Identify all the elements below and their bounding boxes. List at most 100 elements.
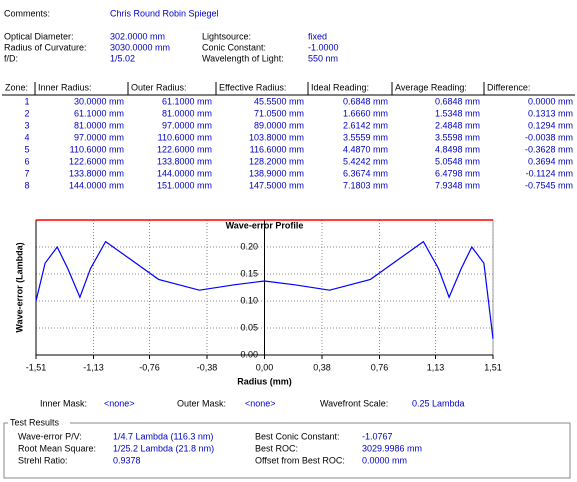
table-cell: 103.8000 mm xyxy=(249,132,304,142)
table-cell: 5.4242 mm xyxy=(343,156,388,166)
table-header: Difference: xyxy=(487,82,530,92)
table-cell: 122.6000 mm xyxy=(69,156,124,166)
zone-cell: 5 xyxy=(24,144,29,154)
field-value: 1/25.2 Lambda (21.8 nm) xyxy=(113,443,214,453)
results-title: Test Results xyxy=(10,417,60,427)
field-label: Offset from Best ROC: xyxy=(255,455,345,465)
table-cell: 0.6848 mm xyxy=(435,96,480,106)
zone-cell: 4 xyxy=(24,132,29,142)
table-header: Zone: xyxy=(5,82,28,92)
x-axis-label: Radius (mm) xyxy=(237,376,292,386)
field-value: 1/5.02 xyxy=(110,53,135,63)
field-label: Wavelength of Light: xyxy=(202,53,284,63)
table-header: Outer Radius: xyxy=(131,82,187,92)
field-value: 1/4.7 Lambda (116.3 nm) xyxy=(113,431,213,441)
table-cell: 7.9348 mm xyxy=(435,180,480,190)
table-cell: 3.5598 mm xyxy=(435,132,480,142)
x-tick-label: 1,13 xyxy=(427,362,445,372)
x-tick-label: 1,51 xyxy=(484,362,502,372)
table-cell: 0.6848 mm xyxy=(343,96,388,106)
table-cell: -0.0038 mm xyxy=(525,132,573,142)
table-cell: 122.6000 mm xyxy=(157,144,212,154)
table-header: Inner Radius: xyxy=(38,82,92,92)
results-box xyxy=(3,422,571,479)
zone-cell: 1 xyxy=(24,96,29,106)
x-tick-label: -0,38 xyxy=(197,362,218,372)
table-cell: -0.3628 mm xyxy=(525,144,573,154)
x-tick-label: -1,51 xyxy=(26,362,47,372)
field-value: 0.0000 mm xyxy=(362,455,407,465)
table-cell: -0.1124 mm xyxy=(526,168,573,178)
y-tick-label: 0.00 xyxy=(240,349,258,359)
table-cell: 89.0000 mm xyxy=(254,120,304,130)
zone-cell: 7 xyxy=(24,168,29,178)
table-cell: 5.0548 mm xyxy=(435,156,480,166)
table-cell: 97.0000 mm xyxy=(162,120,212,130)
table-cell: 0.0000 mm xyxy=(528,96,573,106)
table-cell: 110.6000 mm xyxy=(70,144,124,154)
table-cell: -0.7545 mm xyxy=(525,180,573,190)
table-cell: 61.1000 mm xyxy=(74,108,124,118)
field-label: Lightsource: xyxy=(202,31,251,41)
table-cell: 81.0000 mm xyxy=(162,108,212,118)
y-tick-label: 0.20 xyxy=(240,241,258,251)
x-tick-label: 0,00 xyxy=(256,362,274,372)
field-value: -1.0767 xyxy=(362,431,393,441)
table-cell: 147.5000 mm xyxy=(249,180,304,190)
table-cell: 7.1803 mm xyxy=(343,180,388,190)
table-cell: 71.0500 mm xyxy=(254,108,304,118)
zone-cell: 2 xyxy=(24,108,29,118)
table-cell: 3.5559 mm xyxy=(343,132,388,142)
field-value: fixed xyxy=(308,31,327,41)
y-tick-label: 0.10 xyxy=(240,295,258,305)
field-label: Wavefront Scale: xyxy=(320,398,388,408)
field-value: 0.9378 xyxy=(113,455,141,465)
zone-cell: 6 xyxy=(24,156,29,166)
table-cell: 0.1294 mm xyxy=(528,120,573,130)
table-cell: 0.1313 mm xyxy=(528,108,573,118)
table-cell: 138.9000 mm xyxy=(249,168,304,178)
field-label: Best ROC: xyxy=(255,443,298,453)
table-cell: 6.3674 mm xyxy=(343,168,388,178)
table-cell: 116.6000 mm xyxy=(250,144,304,154)
field-label: f/D: xyxy=(4,53,18,63)
field-label: Inner Mask: xyxy=(40,398,87,408)
field-value: <none> xyxy=(104,398,135,408)
table-cell: 4.8498 mm xyxy=(435,144,480,154)
field-value: 302.0000 mm xyxy=(110,31,165,41)
field-value: <none> xyxy=(245,398,276,408)
field-label: Comments: xyxy=(4,8,50,18)
field-value: 3029.9986 mm xyxy=(362,443,422,453)
field-label: Radius of Curvature: xyxy=(4,42,87,52)
table-cell: 128.2000 mm xyxy=(249,156,304,166)
table-cell: 4.4870 mm xyxy=(343,144,388,154)
table-cell: 30.0000 mm xyxy=(74,96,124,106)
table-cell: 1.6660 mm xyxy=(343,108,388,118)
table-header: Effective Radius: xyxy=(219,82,286,92)
field-label: Wave-error P/V: xyxy=(18,431,82,441)
y-axis-label: Wave-error (Lambda) xyxy=(14,242,24,332)
table-header: Ideal Reading: xyxy=(311,82,369,92)
zone-cell: 8 xyxy=(24,180,29,190)
field-value: 550 nm xyxy=(308,53,338,63)
y-tick-label: 0.05 xyxy=(240,322,258,332)
x-tick-label: -0,76 xyxy=(139,362,160,372)
wave-error-curve xyxy=(35,240,494,339)
field-value: Chris Round Robin Spiegel xyxy=(110,8,219,18)
y-tick-label: 0.15 xyxy=(240,268,258,278)
table-cell: 97.0000 mm xyxy=(74,132,124,142)
field-value: 3030.0000 mm xyxy=(110,42,170,52)
table-cell: 2.6142 mm xyxy=(343,120,388,130)
field-value: 0.25 Lambda xyxy=(412,398,465,408)
field-label: Conic Constant: xyxy=(202,42,266,52)
table-cell: 45.5500 mm xyxy=(254,96,304,106)
table-cell: 2.4848 mm xyxy=(435,120,480,130)
field-label: Outer Mask: xyxy=(177,398,226,408)
table-cell: 133.8000 mm xyxy=(157,156,212,166)
field-value: -1.0000 xyxy=(308,42,339,52)
table-cell: 0.3694 mm xyxy=(528,156,573,166)
table-cell: 81.0000 mm xyxy=(74,120,124,130)
zone-cell: 3 xyxy=(24,120,29,130)
chart-title: Wave-error Profile xyxy=(226,220,304,230)
table-cell: 133.8000 mm xyxy=(69,168,124,178)
